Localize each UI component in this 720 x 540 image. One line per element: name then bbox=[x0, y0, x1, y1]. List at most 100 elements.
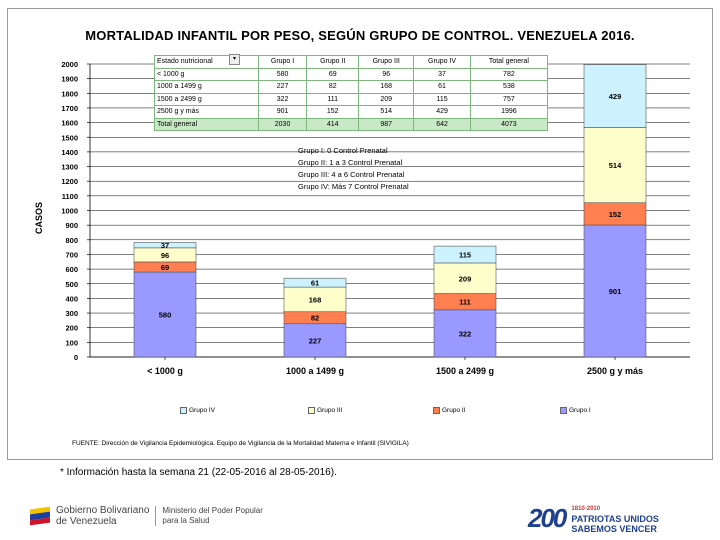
bar-segment bbox=[433, 309, 497, 358]
bicentennial-line-2: SABEMOS VENCER bbox=[571, 523, 657, 534]
government-logo: Gobierno Bolivariano de Venezuela Minist… bbox=[30, 505, 263, 527]
y-tick-label: 800 bbox=[65, 236, 78, 245]
legend-swatch bbox=[308, 407, 315, 414]
data-label: 152 bbox=[609, 210, 622, 219]
y-tick-label: 2000 bbox=[61, 60, 78, 69]
table-cell: 37 bbox=[413, 67, 471, 81]
legend-swatch bbox=[433, 407, 440, 414]
footnote: * Información hasta la semana 21 (22-05-… bbox=[60, 467, 337, 478]
y-tick-label: 1200 bbox=[61, 177, 78, 186]
data-label: 96 bbox=[161, 251, 169, 260]
legend-item: Grupo III bbox=[308, 407, 342, 414]
data-label: 429 bbox=[609, 92, 622, 101]
y-tick-label: 0 bbox=[74, 353, 78, 362]
table-cell: 1996 bbox=[469, 105, 549, 119]
filter-dropdown-icon[interactable]: ▾ bbox=[229, 54, 240, 65]
table-header-cell: Estado nutricional bbox=[154, 55, 259, 69]
government-line-2: de Venezuela bbox=[56, 516, 117, 527]
data-label: 61 bbox=[311, 279, 319, 288]
data-label: 901 bbox=[609, 287, 622, 296]
y-tick-label: 500 bbox=[65, 280, 78, 289]
table-header-row: Estado nutricional Grupo I Grupo II Grup… bbox=[154, 55, 549, 69]
y-tick-label: 1600 bbox=[61, 119, 78, 128]
x-tick-label: 1000 a 1499 g bbox=[286, 366, 344, 376]
table-cell: 538 bbox=[469, 80, 549, 94]
table-cell: 111 bbox=[306, 92, 360, 106]
legend-swatch bbox=[560, 407, 567, 414]
data-label: 227 bbox=[309, 336, 322, 345]
x-tick-label: < 1000 g bbox=[147, 366, 183, 376]
table-cell: 227 bbox=[257, 80, 308, 94]
table-cell: 901 bbox=[257, 105, 308, 119]
y-axis-label: CASOS bbox=[34, 202, 44, 234]
bicentennial-200-icon: 200 bbox=[528, 503, 567, 533]
table-cell: 782 bbox=[469, 67, 549, 81]
table-cell: 115 bbox=[413, 92, 471, 106]
government-line-1: Gobierno Bolivariano bbox=[56, 505, 150, 516]
bicentennial-line-1: PATRIOTAS UNIDOS bbox=[571, 513, 659, 524]
table-header-cell: Grupo I bbox=[257, 55, 308, 69]
data-label: 82 bbox=[311, 314, 319, 323]
data-table: Estado nutricional Grupo I Grupo II Grup… bbox=[154, 55, 549, 131]
y-tick-label: 300 bbox=[65, 309, 78, 318]
y-tick-label: 900 bbox=[65, 221, 78, 230]
group-definitions: Grupo I: 0 Control Prenatal Grupo II: 1 … bbox=[298, 145, 409, 193]
data-label: 69 bbox=[161, 263, 169, 272]
table-header-cell: Grupo II bbox=[306, 55, 360, 69]
y-tick-label: 1300 bbox=[61, 163, 78, 172]
table-row: 2500 g y más 901 152 514 429 1996 bbox=[154, 105, 549, 119]
table-cell: 4073 bbox=[469, 117, 549, 131]
table-cell: 209 bbox=[358, 92, 415, 106]
bar-segment bbox=[583, 64, 647, 128]
bar-segment bbox=[283, 286, 347, 313]
bicentennial-years: 1810-2010 bbox=[571, 505, 601, 512]
table-cell: 61 bbox=[413, 80, 471, 94]
table-cell: 642 bbox=[413, 117, 471, 131]
y-tick-label: 100 bbox=[65, 338, 78, 347]
table-cell: 2030 bbox=[257, 117, 308, 131]
table-total-row: Total general 2030 414 987 642 4073 bbox=[154, 117, 549, 131]
table-cell: 514 bbox=[358, 105, 415, 119]
table-cell: 580 bbox=[257, 67, 308, 81]
bicentennial-logo: 200 1810-2010 PATRIOTAS UNIDOS SABEMOS V… bbox=[528, 503, 659, 534]
group-definition: Grupo II: 1 a 3 Control Prenatal bbox=[298, 158, 403, 167]
table-cell: 96 bbox=[358, 67, 415, 81]
bar-segment bbox=[133, 271, 197, 358]
bar-segment bbox=[133, 242, 197, 249]
table-row: 1000 a 1499 g 227 82 168 61 538 bbox=[154, 80, 549, 94]
ministry-line-2: para la Salud bbox=[162, 516, 210, 525]
x-tick-label: 2500 g y más bbox=[587, 366, 643, 376]
bar-segment bbox=[583, 224, 647, 358]
group-definition: Grupo IV: Más 7 Control Prenatal bbox=[298, 182, 409, 191]
data-label: 580 bbox=[159, 311, 172, 320]
y-tick-label: 200 bbox=[65, 324, 78, 333]
group-definition: Grupo I: 0 Control Prenatal bbox=[298, 146, 388, 155]
table-row: < 1000 g 580 69 96 37 782 bbox=[154, 67, 549, 81]
y-tick-label: 1400 bbox=[61, 148, 78, 157]
table-cell: 69 bbox=[306, 67, 360, 81]
table-cell: 757 bbox=[469, 92, 549, 106]
table-cell: 168 bbox=[358, 80, 415, 94]
venezuela-flag-icon bbox=[30, 506, 50, 526]
table-cell: 82 bbox=[306, 80, 360, 94]
table-header-cell: Grupo IV bbox=[413, 55, 471, 69]
table-cell: 152 bbox=[306, 105, 360, 119]
government-name: Gobierno Bolivariano de Venezuela bbox=[56, 505, 149, 527]
data-label: 514 bbox=[609, 161, 622, 170]
legend-swatch bbox=[180, 407, 187, 414]
table-cell: 1500 a 2499 g bbox=[154, 92, 259, 106]
y-tick-label: 1900 bbox=[61, 75, 78, 84]
table-header-cell: Total general bbox=[469, 55, 549, 69]
legend-label: Grupo III bbox=[317, 407, 343, 414]
legend-item: Grupo I bbox=[560, 407, 591, 414]
table-row: 1500 a 2499 g 322 111 209 115 757 bbox=[154, 92, 549, 106]
data-label: 168 bbox=[309, 295, 322, 304]
table-cell: 429 bbox=[413, 105, 471, 119]
y-tick-label: 1100 bbox=[62, 192, 78, 201]
table-cell: 322 bbox=[257, 92, 308, 106]
ministry-name: Ministerio del Poder Popular para la Sal… bbox=[155, 506, 263, 526]
y-tick-label: 1500 bbox=[61, 133, 78, 142]
bicentennial-text: 1810-2010 PATRIOTAS UNIDOS SABEMOS VENCE… bbox=[571, 504, 659, 534]
bar-segment bbox=[583, 127, 647, 204]
legend-item: Grupo IV bbox=[180, 407, 215, 414]
